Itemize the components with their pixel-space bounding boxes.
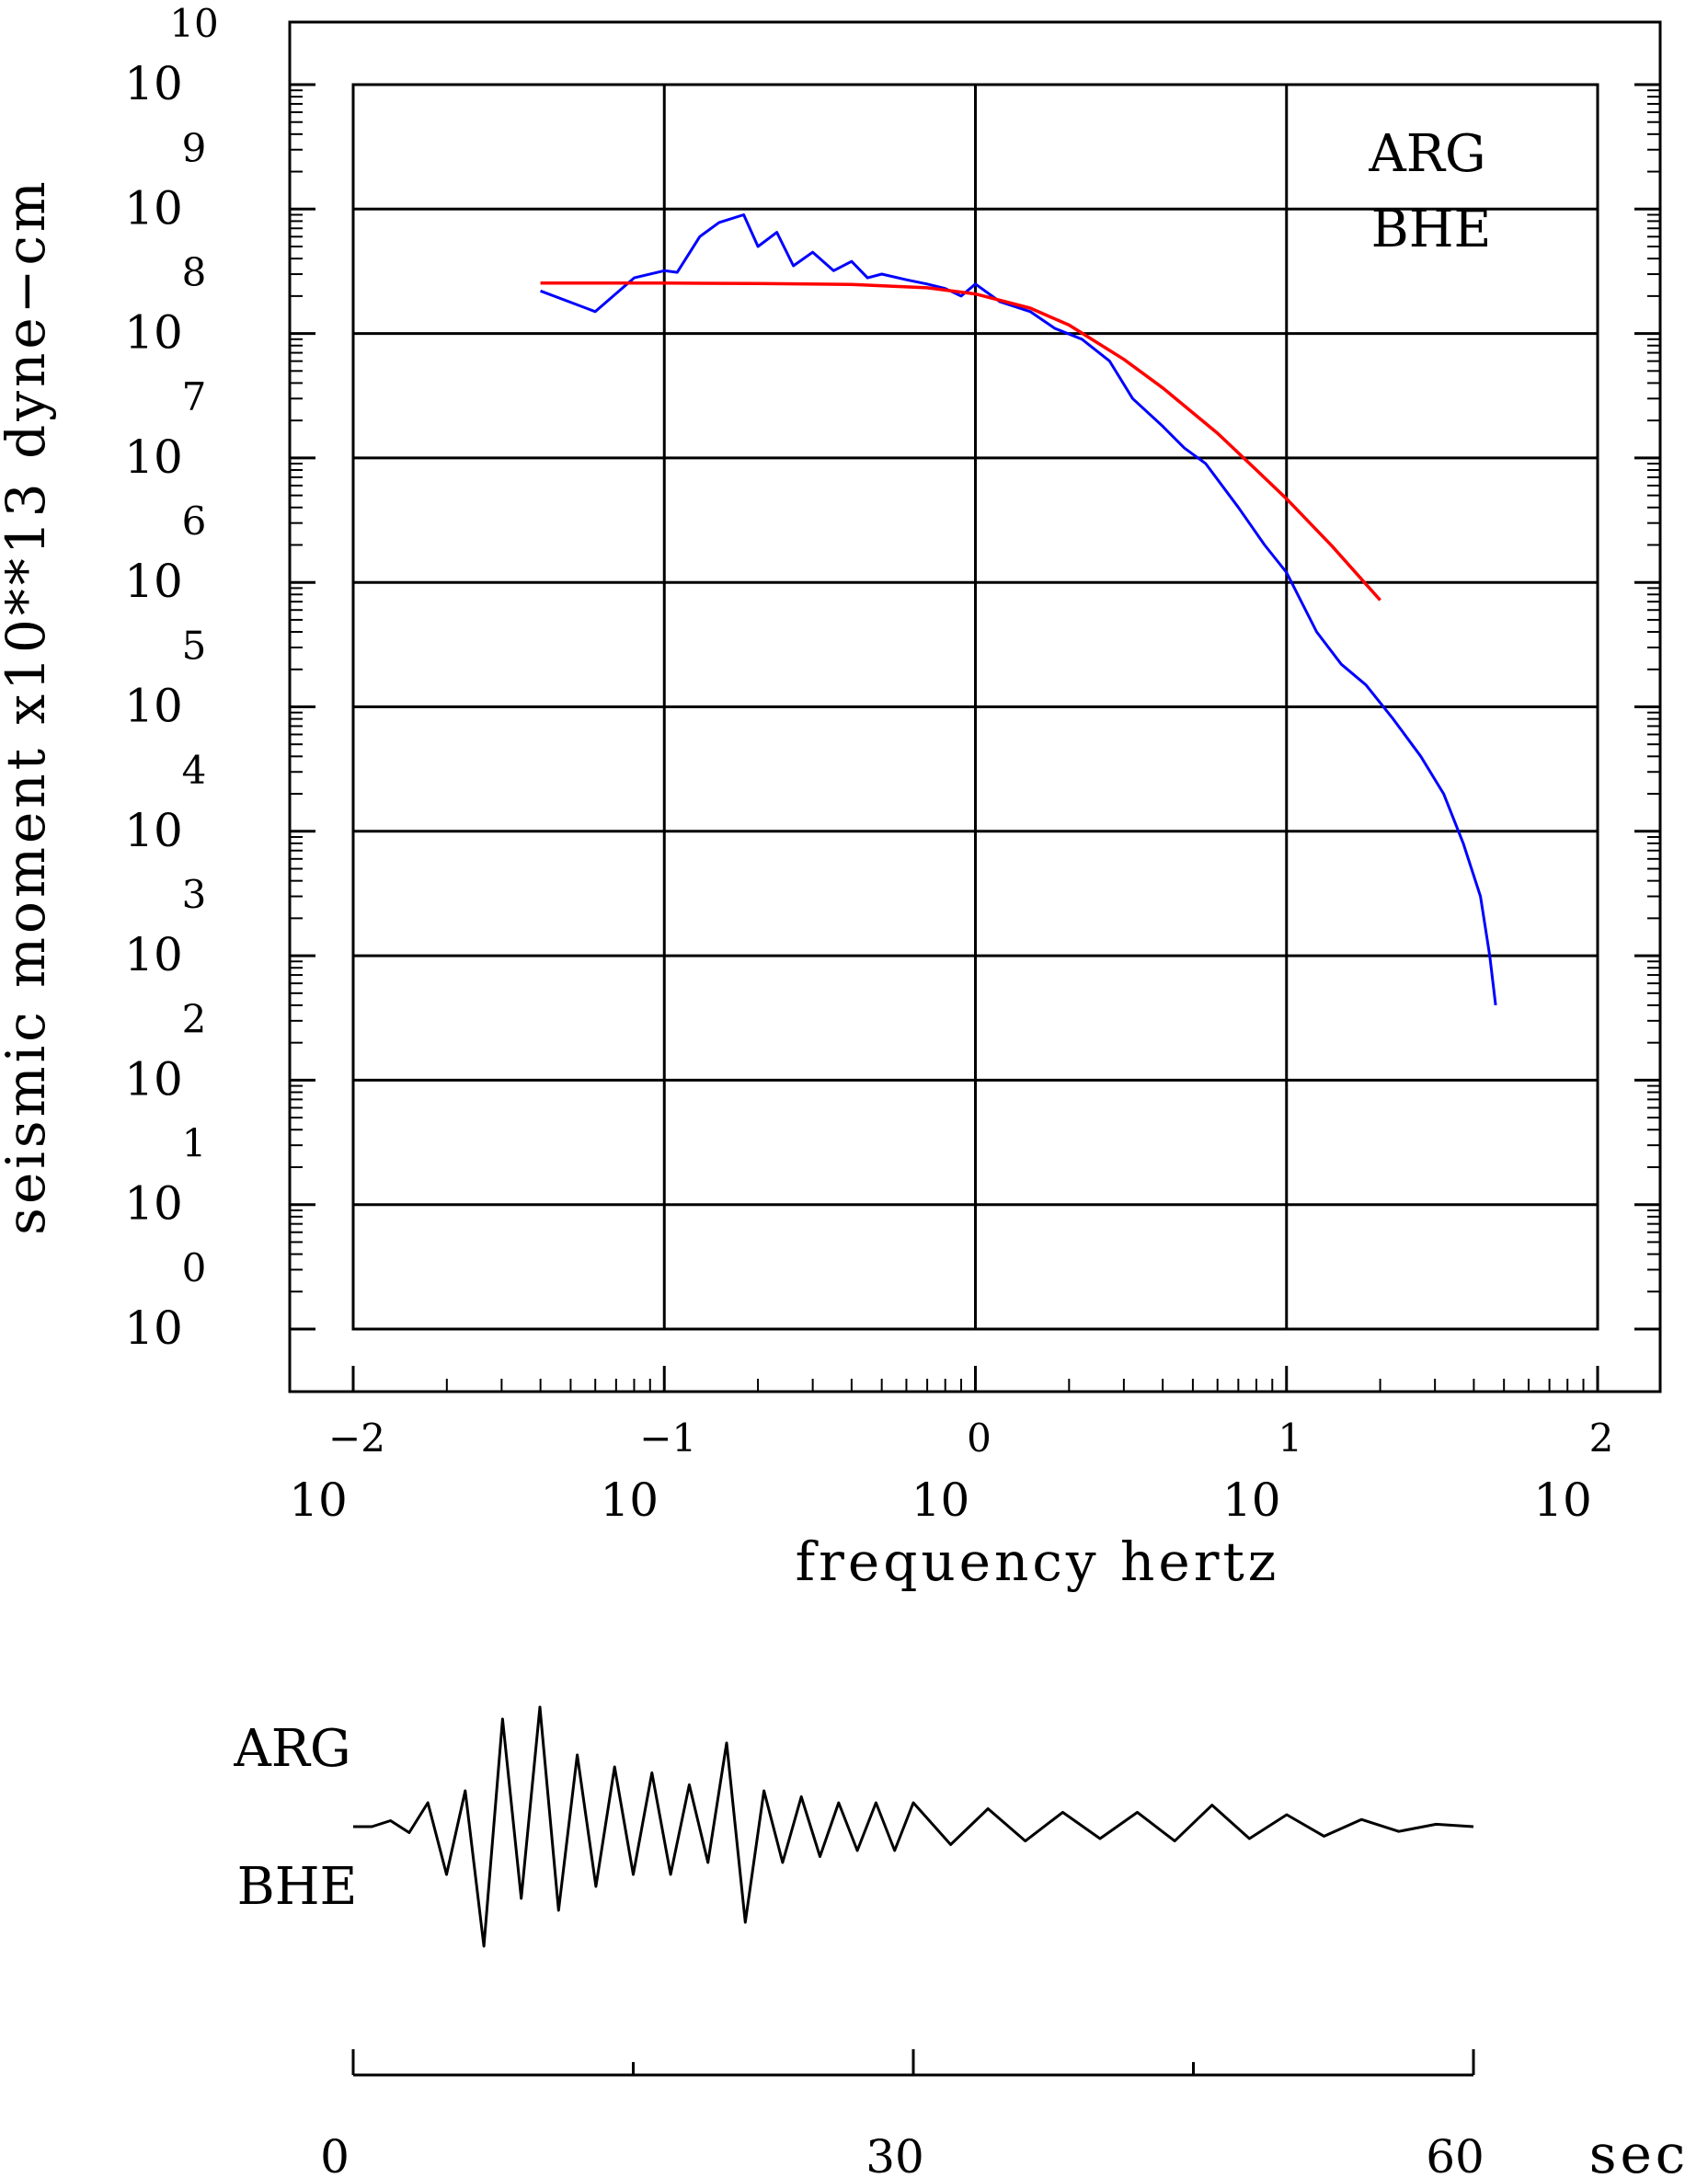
- y-tick-exponent: 10: [169, 1, 218, 46]
- spectrum-series: [540, 213, 1497, 1006]
- seismogram-station-label: ARG: [233, 1719, 350, 1779]
- spectrum-minor-ticks: [290, 83, 1660, 1392]
- y-tick-exponent: 8: [182, 250, 207, 295]
- x-tick-base: 10: [1222, 1473, 1281, 1527]
- y-tick-exponent: 2: [182, 996, 207, 1041]
- x-tick-base: 10: [289, 1473, 348, 1527]
- y-tick-base: 10: [124, 430, 183, 484]
- time-axis-unit: sec: [1589, 2123, 1690, 2178]
- x-tick-exponent: 0: [967, 1416, 992, 1461]
- y-tick-exponent: 6: [182, 499, 207, 544]
- x-tick-exponent: 1: [1278, 1416, 1302, 1461]
- x-tick-base: 10: [1533, 1473, 1592, 1527]
- x-tick-exponent: −2: [328, 1416, 385, 1461]
- time-tick-label: 30: [865, 2130, 924, 2178]
- y-tick-exponent: 7: [182, 374, 207, 419]
- y-tick-base: 10: [124, 928, 183, 981]
- y-tick-base: 10: [124, 1301, 183, 1355]
- seismogram-line: [353, 1705, 1474, 1948]
- spectrum-station-label: ARG: [1368, 124, 1485, 184]
- x-tick-exponent: 2: [1589, 1416, 1614, 1461]
- time-tick-label: 0: [320, 2130, 350, 2178]
- seismogram-plot: ARG BHE 0 30 60 sec: [233, 1705, 1690, 2178]
- spectrum-channel-label: BHE: [1371, 200, 1492, 259]
- y-tick-exponent: 1: [182, 1121, 207, 1166]
- y-tick-base: 10: [124, 680, 183, 733]
- model-fit-line: [540, 281, 1381, 602]
- x-tick-exponent: −1: [639, 1416, 696, 1461]
- time-tick-label: 60: [1426, 2130, 1484, 2178]
- spectrum-grid: [353, 85, 1598, 1329]
- y-tick-base: 10: [124, 181, 183, 235]
- y-tick-exponent: 4: [182, 748, 207, 793]
- y-tick-base: 10: [124, 1052, 183, 1106]
- y-tick-exponent: 5: [182, 624, 207, 669]
- y-tick-base: 10: [124, 555, 183, 608]
- x-tick-base: 10: [600, 1473, 659, 1527]
- spectrum-y-tick-labels: 10 0 10 1 10 2 10 3 10 4 10 5 10 6 10 7 10 8 10 9 10 10: [124, 1, 219, 1355]
- time-axis-ticks: 0 30 60: [320, 2049, 1484, 2178]
- spectrum-y-axis-title: seismic moment x10**13 dyne−cm: [0, 178, 57, 1235]
- y-tick-exponent: 9: [182, 125, 207, 170]
- y-tick-exponent: 3: [182, 872, 207, 917]
- y-tick-base: 10: [124, 804, 183, 857]
- y-tick-base: 10: [124, 1177, 183, 1231]
- seismogram-channel-label: BHE: [237, 1857, 358, 1917]
- y-tick-base: 10: [124, 57, 183, 110]
- seismogram-trace: [353, 1705, 1474, 1948]
- y-tick-exponent: 0: [182, 1245, 207, 1290]
- spectrum-x-axis-title: frequency hertz: [796, 1530, 1280, 1593]
- x-tick-base: 10: [911, 1473, 970, 1527]
- spectrum-x-tick-labels: −2 10 −1 10 0 10 1 10 2 10: [289, 1416, 1613, 1527]
- y-tick-base: 10: [124, 306, 183, 360]
